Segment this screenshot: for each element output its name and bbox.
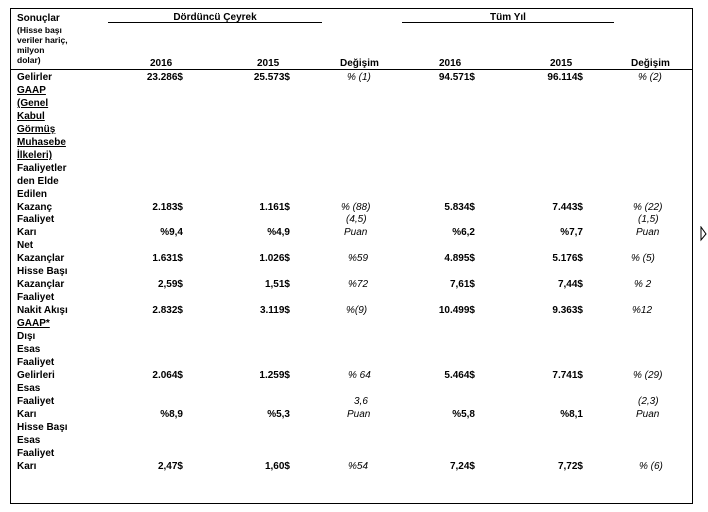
core-rev-q4-change: % 64 — [348, 369, 371, 382]
label-gaap-2: (Genel — [17, 97, 48, 110]
results-sub-4: dolar) — [17, 55, 41, 65]
net-earnings-q4-change: %59 — [348, 252, 368, 265]
core-eps-q4-2015: 1,60$ — [200, 460, 290, 473]
label-core-eps-1: Hisse Başı — [17, 421, 68, 434]
earnings-fy-2016: 5.834$ — [400, 201, 475, 214]
core-eps-fy-2016: 7,24$ — [400, 460, 475, 473]
label-nongaap-2: Dışı — [17, 330, 35, 343]
ocf-fy-2016: 10.499$ — [400, 304, 475, 317]
label-ops-1: Faaliyetler — [17, 162, 66, 175]
eps-fy-2016: 7,61$ — [400, 278, 475, 291]
net-earnings-q4-2016: 1.631$ — [100, 252, 183, 265]
label-gaap-3: Kabul — [17, 110, 45, 123]
label-eps-1: Hisse Başı — [17, 265, 68, 278]
core-margin-fy-change-pts: (2,3) — [638, 395, 659, 408]
core-eps-fy-change: % (6) — [639, 460, 663, 473]
ocf-q4-2015: 3.119$ — [200, 304, 290, 317]
ocf-q4-change: %(9) — [346, 304, 367, 317]
revenue-fy-2015: 96.114$ — [500, 71, 583, 84]
label-op-margin-1: Faaliyet — [17, 213, 54, 226]
core-rev-fy-2015: 7.741$ — [500, 369, 583, 382]
ocf-q4-2016: 2.832$ — [100, 304, 183, 317]
op-margin-q4-2015: %4,9 — [200, 226, 290, 239]
label-gaap-1: GAAP — [17, 84, 46, 97]
op-margin-q4-change-pts: (4,5) — [346, 213, 367, 226]
earnings-q4-2016: 2.183$ — [100, 201, 183, 214]
q4-underline — [108, 22, 322, 23]
net-earnings-fy-2016: 4.895$ — [400, 252, 475, 265]
ocf-fy-change: %12 — [632, 304, 652, 317]
core-margin-q4-2016: %8,9 — [100, 408, 183, 421]
core-rev-fy-2016: 5.464$ — [400, 369, 475, 382]
label-eps-2: Kazançlar — [17, 278, 64, 291]
core-eps-fy-2015: 7,72$ — [500, 460, 583, 473]
label-core-margin-1: Esas — [17, 382, 40, 395]
label-ocf-1: Faaliyet — [17, 291, 54, 304]
label-ops-3: Edilen — [17, 188, 47, 201]
results-sub-3: milyon — [17, 45, 44, 55]
op-margin-fy-change-pts: (1,5) — [638, 213, 659, 226]
label-core-rev-1: Esas — [17, 343, 40, 356]
core-margin-q4-change-unit: Puan — [347, 408, 370, 421]
fy-underline — [402, 22, 614, 23]
eps-fy-change: % 2 — [634, 278, 651, 291]
op-margin-fy-2016: %6,2 — [400, 226, 475, 239]
op-margin-fy-change-unit: Puan — [636, 226, 659, 239]
label-core-eps-3: Faaliyet — [17, 447, 54, 460]
core-margin-fy-change-unit: Puan — [636, 408, 659, 421]
label-op-margin-2: Karı — [17, 226, 36, 239]
core-margin-fy-2016: %5,8 — [400, 408, 475, 421]
revenue-fy-change: % (2) — [638, 71, 662, 84]
op-margin-q4-change-unit: Puan — [344, 226, 367, 239]
label-core-margin-3: Karı — [17, 408, 36, 421]
label-revenue: Gelirler — [17, 71, 52, 84]
earnings-q4-2015: 1.161$ — [200, 201, 290, 214]
earnings-fy-2015: 7.443$ — [500, 201, 583, 214]
core-margin-fy-2015: %8,1 — [500, 408, 583, 421]
label-ops-2: den Elde — [17, 175, 59, 188]
net-earnings-fy-change: % (5) — [631, 252, 655, 265]
mouse-cursor-icon — [700, 226, 708, 242]
core-eps-q4-2016: 2,47$ — [100, 460, 183, 473]
eps-q4-2015: 1,51$ — [200, 278, 290, 291]
label-net-earnings: Kazançlar — [17, 252, 64, 265]
header-rule — [10, 69, 693, 70]
label-core-eps-4: Karı — [17, 460, 36, 473]
label-gaap-5: Muhasebe — [17, 136, 66, 149]
core-margin-q4-2015: %5,3 — [200, 408, 290, 421]
label-gaap-6: İlkeleri) — [17, 149, 52, 162]
eps-q4-2016: 2,59$ — [100, 278, 183, 291]
eps-fy-2015: 7,44$ — [500, 278, 583, 291]
core-rev-fy-change: % (29) — [633, 369, 662, 382]
label-nongaap-1: GAAP* — [17, 317, 50, 330]
net-earnings-fy-2015: 5.176$ — [500, 252, 583, 265]
label-net: Net — [17, 239, 33, 252]
revenue-q4-change: % (1) — [347, 71, 371, 84]
op-margin-fy-2015: %7,7 — [500, 226, 583, 239]
core-rev-q4-2015: 1.259$ — [200, 369, 290, 382]
label-ocf-2: Nakit Akışı — [17, 304, 68, 317]
revenue-q4-2015: 25.573$ — [200, 71, 290, 84]
results-sub-1: (Hisse başı — [17, 25, 62, 35]
ocf-fy-2015: 9.363$ — [500, 304, 583, 317]
label-core-eps-2: Esas — [17, 434, 40, 447]
core-eps-q4-change: %54 — [348, 460, 368, 473]
core-rev-q4-2016: 2.064$ — [100, 369, 183, 382]
label-core-rev-3: Gelirleri — [17, 369, 55, 382]
core-margin-q4-change-pts: 3,6 — [354, 395, 368, 408]
label-core-margin-2: Faaliyet — [17, 395, 54, 408]
label-gaap-4: Görmüş — [17, 123, 55, 136]
revenue-q4-2016: 23.286$ — [100, 71, 183, 84]
results-label: Sonuçlar — [17, 12, 60, 25]
revenue-fy-2016: 94.571$ — [400, 71, 475, 84]
net-earnings-q4-2015: 1.026$ — [200, 252, 290, 265]
eps-q4-change: %72 — [348, 278, 368, 291]
op-margin-q4-2016: %9,4 — [100, 226, 183, 239]
label-core-rev-2: Faaliyet — [17, 356, 54, 369]
results-sub-2: veriler hariç, — [17, 35, 68, 45]
